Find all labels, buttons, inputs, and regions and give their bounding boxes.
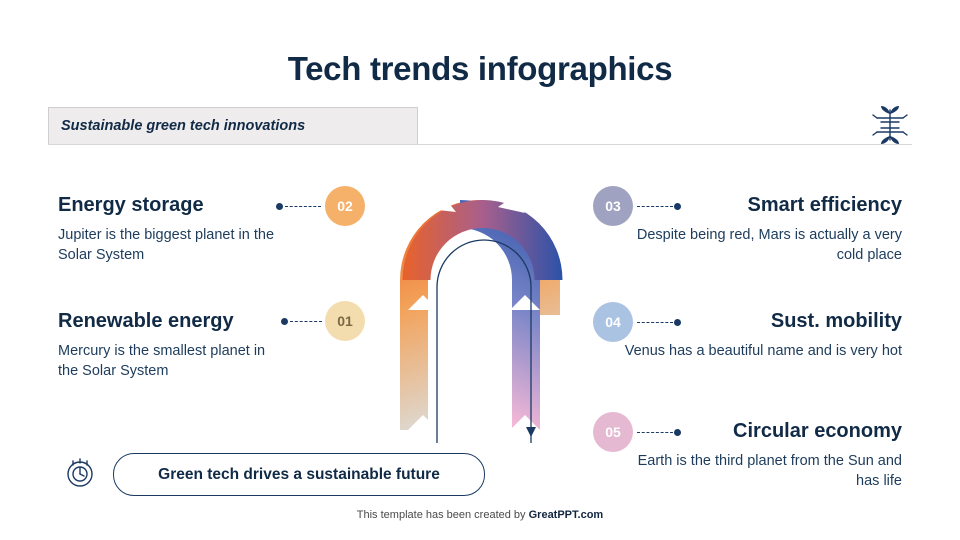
connector-line-03: [637, 206, 673, 207]
target-clock-icon: [59, 452, 101, 494]
number-badge-05[interactable]: 05: [593, 412, 633, 452]
item-heading: Sust. mobility: [770, 310, 902, 332]
connector-dot-01: [281, 318, 288, 325]
item-smart-efficiency: Smart efficiency Despite being red, Mars…: [612, 194, 902, 265]
header-divider: [48, 144, 912, 145]
item-body: Mercury is the smallest planet in the So…: [58, 343, 266, 379]
item-heading: Energy storage: [58, 194, 204, 216]
number-badge-label: 05: [605, 424, 621, 440]
footer: This template has been created by GreatP…: [0, 509, 960, 521]
item-renewable-energy: Renewable energy Mercury is the smallest…: [58, 310, 288, 381]
connector-dot-02: [276, 203, 283, 210]
number-badge-label: 04: [605, 314, 621, 330]
item-heading: Circular economy: [733, 420, 902, 442]
item-body: Earth is the third planet from the Sun a…: [637, 453, 902, 489]
subtitle-bar: Sustainable green tech innovations: [48, 107, 418, 145]
item-energy-storage: Energy storage Jupiter is the biggest pl…: [58, 194, 283, 265]
number-badge-label: 02: [337, 198, 353, 214]
cta-button[interactable]: Green tech drives a sustainable future: [113, 453, 485, 496]
number-badge-02[interactable]: 02: [325, 186, 365, 226]
item-body: Despite being red, Mars is actually a ve…: [636, 227, 902, 263]
connector-line-05: [637, 432, 673, 433]
item-circular-economy: Circular economy Earth is the third plan…: [612, 420, 902, 491]
number-badge-04[interactable]: 04: [593, 302, 633, 342]
number-badge-03[interactable]: 03: [593, 186, 633, 226]
footer-brand: GreatPPT.com: [528, 509, 604, 521]
item-body: Jupiter is the biggest planet in the Sol…: [58, 227, 275, 263]
item-sust-mobility: Sust. mobility Venus has a beautiful nam…: [612, 310, 902, 361]
connector-dot-05: [674, 429, 681, 436]
item-heading: Renewable energy: [58, 310, 234, 332]
snowflake-plant-logo-icon: [868, 104, 912, 146]
connector-line-01: [290, 321, 322, 322]
subtitle-text: Sustainable green tech innovations: [61, 118, 306, 134]
number-badge-label: 01: [337, 313, 353, 329]
connector-line-04: [637, 322, 673, 323]
number-badge-01[interactable]: 01: [325, 301, 365, 341]
connector-dot-03: [674, 203, 681, 210]
item-heading: Smart efficiency: [747, 194, 902, 216]
item-body: Venus has a beautiful name and is very h…: [624, 343, 902, 359]
connector-dot-04: [674, 319, 681, 326]
cta-label: Green tech drives a sustainable future: [158, 465, 440, 483]
center-arch-graphic: [380, 175, 590, 455]
number-badge-label: 03: [605, 198, 621, 214]
connector-line-02: [285, 206, 321, 207]
page-title: Tech trends infographics: [287, 50, 673, 87]
footer-text: This template has been created by: [356, 509, 529, 521]
